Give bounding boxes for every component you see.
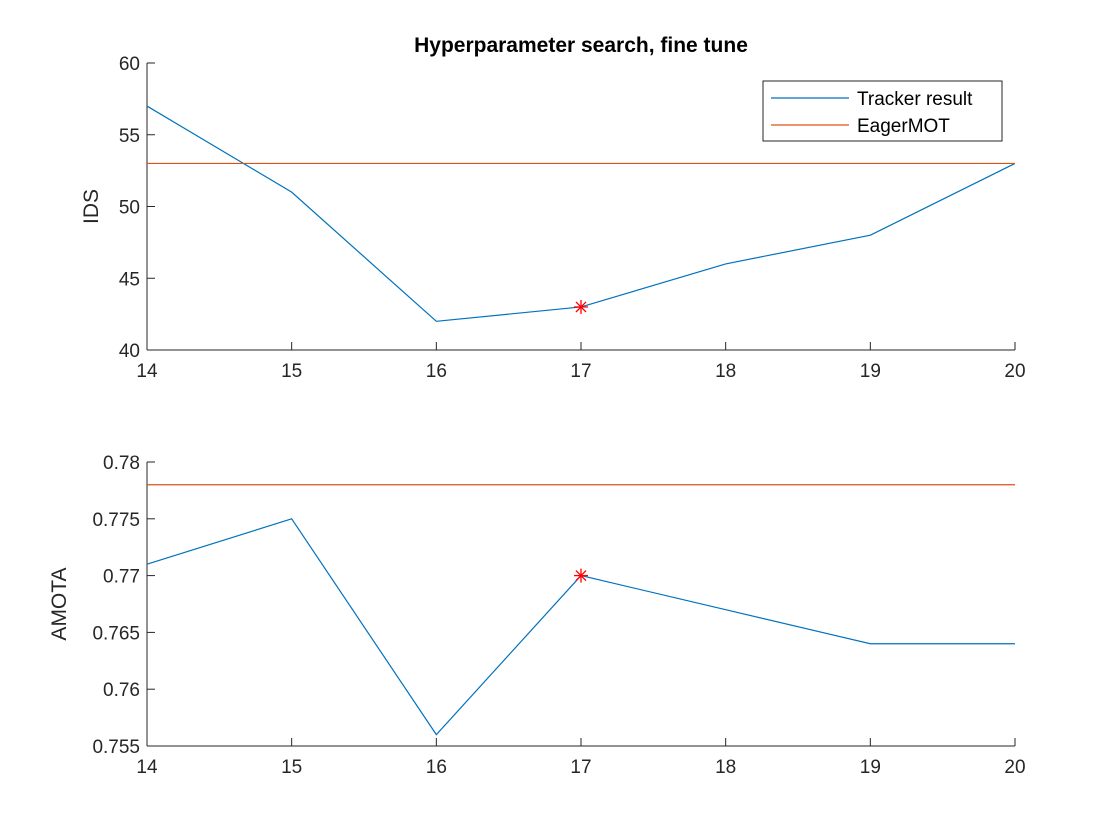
x-tick-label: 14 xyxy=(136,361,158,382)
legend: Tracker result EagerMOT xyxy=(762,80,1003,142)
y-axis-label: AMOTA xyxy=(48,567,71,640)
x-tick-label: 19 xyxy=(860,757,881,778)
legend-box xyxy=(762,80,1003,142)
plot-area xyxy=(147,462,1015,746)
x-tick-label: 20 xyxy=(1004,361,1025,382)
best-point-marker xyxy=(574,568,588,583)
y-tick-label: 40 xyxy=(119,341,140,362)
x-tick-label: 15 xyxy=(281,757,302,778)
y-tick-label: 50 xyxy=(119,198,140,219)
x-tick-label: 14 xyxy=(136,757,158,778)
x-tick-label: 18 xyxy=(715,361,736,382)
y-tick-label: 0.775 xyxy=(92,510,140,531)
y-tick-label: 0.755 xyxy=(92,737,140,758)
x-tick-label: 18 xyxy=(715,757,736,778)
chart-title: Hyperparameter search, fine tune xyxy=(414,34,748,57)
plot-ids: 14 15 16 17 18 19 20 40 45 50 55 60 IDS Hyperparamete… xyxy=(80,34,1026,382)
x-tick-label: 16 xyxy=(426,757,447,778)
y-tick-label: 0.765 xyxy=(92,623,140,644)
y-tick-label: 60 xyxy=(119,54,140,75)
x-tick-label: 17 xyxy=(570,757,591,778)
x-tick-label: 17 xyxy=(570,361,591,382)
y-tick-label: 0.77 xyxy=(103,567,140,588)
y-tick-label: 45 xyxy=(119,269,140,290)
legend-label: EagerMOT xyxy=(857,116,950,137)
y-axis-label: IDS xyxy=(80,189,103,224)
y-tick-label: 55 xyxy=(119,126,140,147)
x-tick-label: 16 xyxy=(426,361,447,382)
x-tick-label: 15 xyxy=(281,361,302,382)
legend-label: Tracker result xyxy=(857,89,973,110)
x-tick-label: 20 xyxy=(1004,757,1025,778)
best-point-marker xyxy=(574,299,588,314)
plot-amota: 14 15 16 17 18 19 20 0.755 0.76 0.765 0.77 0.775 0.7… xyxy=(48,453,1026,778)
y-tick-label: 0.78 xyxy=(103,453,140,474)
y-tick-label: 0.76 xyxy=(103,680,140,701)
x-tick-label: 19 xyxy=(860,361,881,382)
